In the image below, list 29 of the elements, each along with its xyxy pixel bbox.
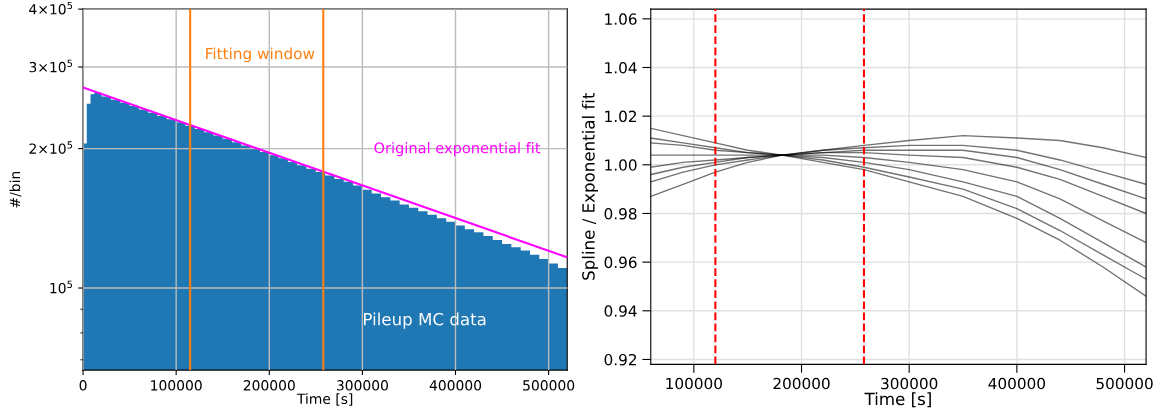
x-tick-label: 200000 [773,377,830,390]
y-tick-label: 4×10$^{5}$ [29,1,73,15]
y-tick-label: 10$^{5}$ [50,280,73,294]
y-tick-label: 0.94 [604,305,637,317]
y-tick-label: 1.04 [605,61,637,74]
y-axis-title: Spline / Exponential fit [581,92,598,280]
y-tick-label: 1.00 [605,159,637,171]
y-tick-label: 0.92 [604,353,637,366]
x-tick-label: 400000 [988,377,1046,390]
y-tick-label: 0.96 [604,256,637,269]
y-tick-label: 0.98 [604,207,637,220]
x-tick-label: 500000 [523,380,575,391]
x-tick-label: 500000 [1096,377,1153,390]
x-tick-label: 0 [79,380,87,391]
y-tick-label: 1.06 [605,13,637,25]
x-axis-title: Time [s] [864,392,931,408]
y-axis-title: #/bin [9,171,22,208]
x-tick-label: 100000 [151,380,202,391]
ref-line-label: Fitting window [206,47,315,63]
text: Original exponential fit [374,142,541,157]
x-tick-label: 100000 [666,377,722,390]
y-tick-label: 3×10$^{5}$ [29,59,73,73]
x-tick-label: 200000 [243,380,295,391]
y-tick-label: 1.02 [605,110,637,123]
y-tick-label: 2×10$^{5}$ [29,141,73,154]
x-tick-label: 300000 [336,380,388,391]
x-axis-title: Time [s] [296,393,353,406]
x-tick-label: 300000 [881,377,938,390]
x-tick-label: 400000 [429,380,482,391]
